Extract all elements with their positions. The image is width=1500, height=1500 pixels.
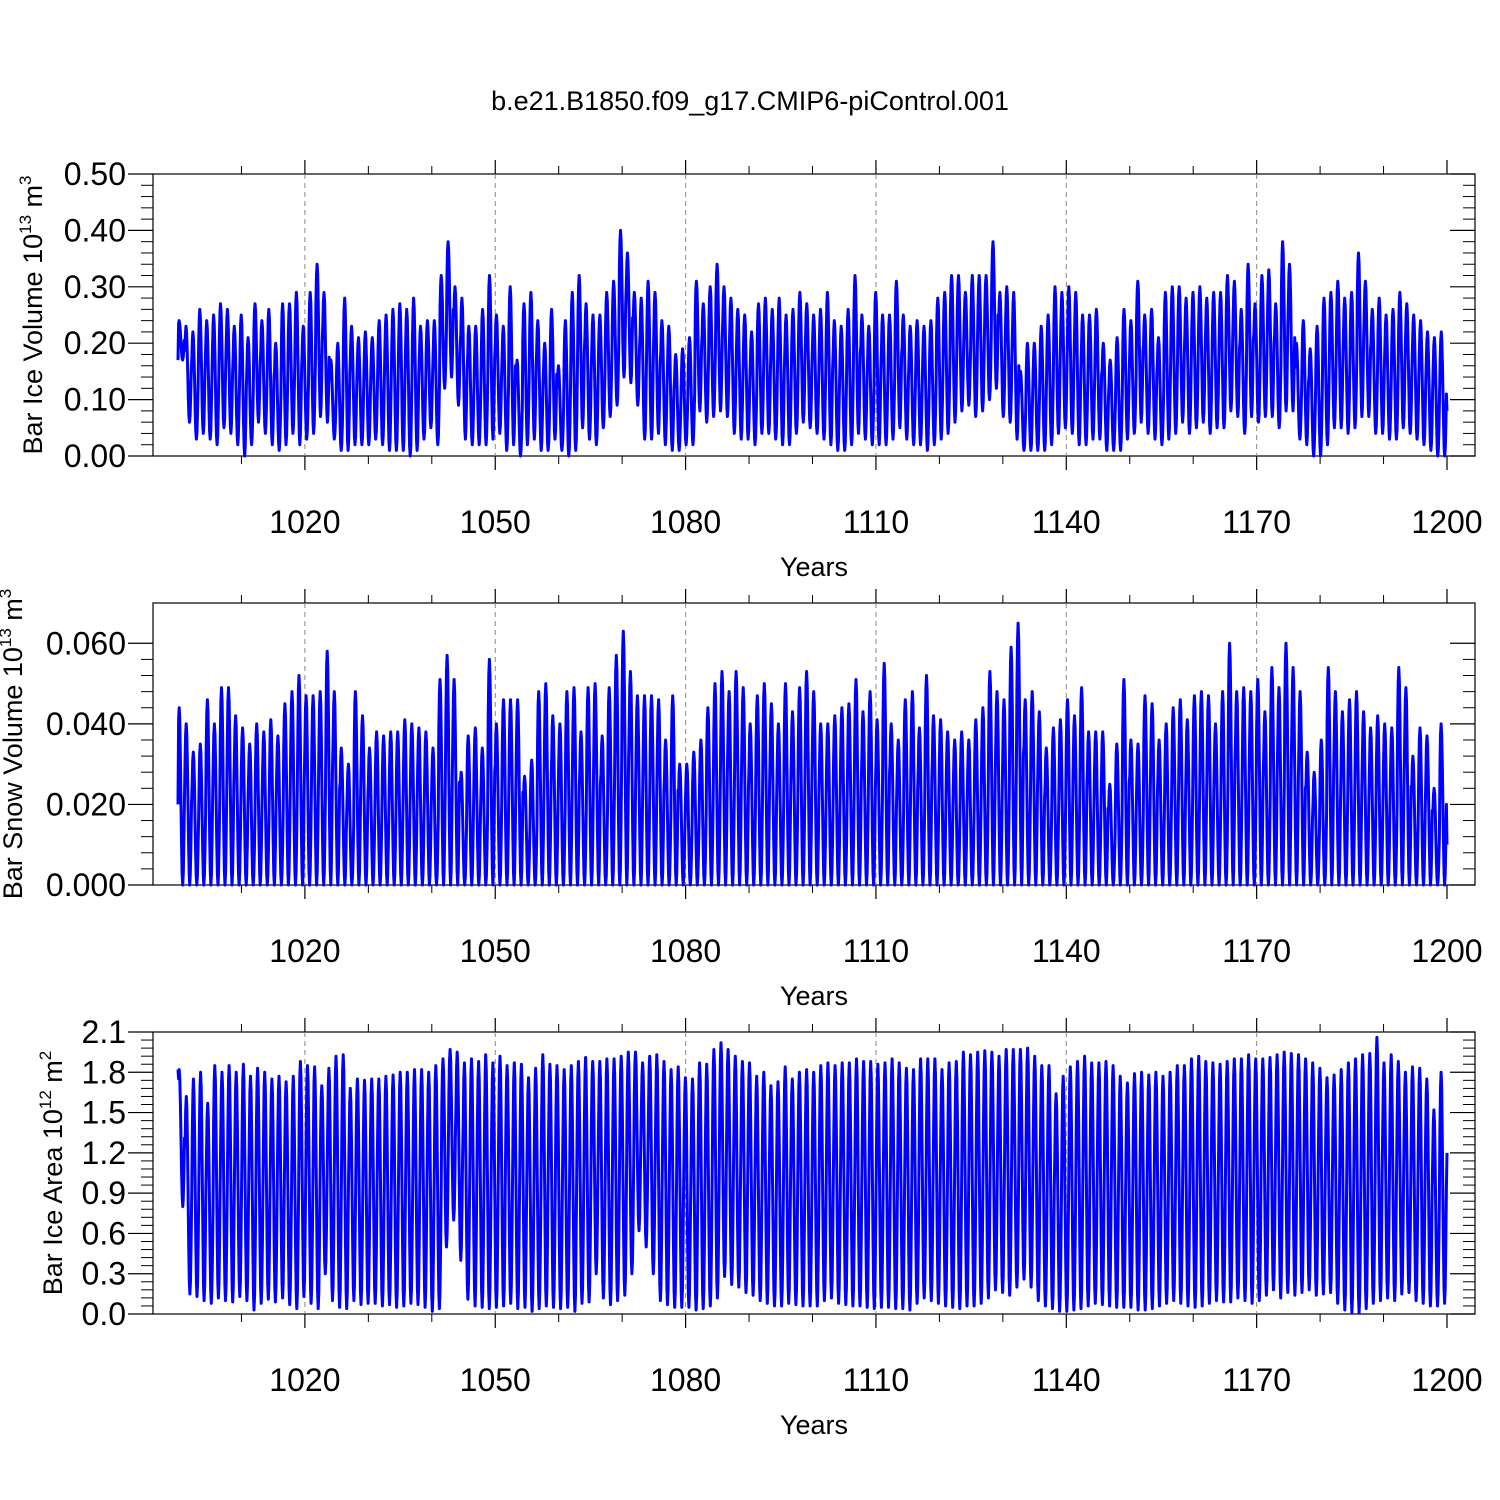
y-tick-label: 2.1	[82, 1014, 126, 1050]
y-tick-label: 0.30	[64, 269, 126, 305]
y-axis-label-unit-exp: 2	[36, 1051, 55, 1060]
x-tick-label: 1140	[1032, 504, 1101, 540]
y-axis-label-unit: m	[0, 598, 28, 628]
y-axis-label-exp: 12	[36, 1090, 55, 1109]
panel-snow-volume: 1020 1050 1080 1110 1140 1170 1200 0.000 0.020 0.…	[0, 589, 1483, 1011]
y-axis-label-exp: 13	[16, 215, 35, 234]
x-tick-label: 1140	[1032, 933, 1101, 969]
y-tick-label: 0.020	[46, 786, 126, 822]
x-axis-label: Years	[780, 552, 848, 582]
y-axis-label: Bar Ice Area 1012 m2	[36, 1051, 68, 1296]
x-tick-label: 1140	[1032, 1362, 1101, 1398]
x-axis-label: Years	[780, 981, 848, 1011]
y-axis-label-unit-exp: 3	[16, 175, 35, 184]
x-tick-label: 1080	[650, 933, 721, 969]
x-tick-label: 1170	[1222, 504, 1291, 540]
plot-frame	[152, 602, 1476, 886]
x-tick-label: 1200	[1411, 504, 1482, 540]
y-tick-label: 0.0	[82, 1296, 126, 1332]
series-line	[176, 621, 1449, 887]
y-axis-label-unit-exp: 3	[0, 589, 15, 598]
y-axis-label-base: Bar Snow Volume 10	[0, 647, 28, 899]
y-tick-label: 1.5	[82, 1095, 126, 1131]
series-line	[176, 1035, 1449, 1315]
panel-ice-volume: 1020 1050 1080 1110 1140 1170 1200 0.00 0.10 0.20…	[16, 156, 1483, 582]
x-tick-label: 1110	[843, 1362, 909, 1398]
x-tick-label: 1200	[1411, 933, 1482, 969]
y-tick-label: 0.040	[46, 706, 126, 742]
y-tick-label: 0.6	[82, 1215, 126, 1251]
figure-title: b.e21.B1850.f09_g17.CMIP6-piControl.001	[491, 86, 1009, 116]
y-tick-label: 0.50	[64, 156, 126, 192]
y-axis-label-exp: 13	[0, 628, 15, 647]
x-tick-label: 1110	[843, 933, 909, 969]
y-axis-label-unit: m	[38, 1060, 68, 1090]
y-tick-label: 1.8	[82, 1054, 126, 1090]
x-tick-label: 1080	[650, 1362, 721, 1398]
x-tick-label: 1170	[1222, 933, 1291, 969]
x-tick-label: 1050	[460, 504, 531, 540]
y-tick-label: 0.00	[64, 438, 126, 474]
y-axis-label: Bar Snow Volume 1013 m3	[0, 589, 28, 900]
y-tick-label: 0.9	[82, 1175, 126, 1211]
x-tick-label: 1110	[843, 504, 909, 540]
x-tick-label: 1170	[1222, 1362, 1291, 1398]
x-tick-label: 1020	[269, 1362, 340, 1398]
y-tick-label: 0.3	[82, 1256, 126, 1292]
y-axis-label-base: Bar Ice Area 10	[38, 1109, 68, 1295]
x-tick-label: 1200	[1411, 1362, 1482, 1398]
y-tick-label: 0.000	[46, 867, 126, 903]
y-tick-label: 0.40	[64, 212, 126, 248]
y-tick-label: 0.10	[64, 382, 126, 418]
plot-frame	[152, 173, 1476, 457]
x-tick-label: 1050	[460, 933, 531, 969]
y-tick-label: 0.20	[64, 325, 126, 361]
x-axis-label: Years	[780, 1410, 848, 1440]
x-tick-label: 1020	[269, 933, 340, 969]
y-axis-label: Bar Ice Volume 1013 m3	[16, 175, 48, 454]
plot-frame	[152, 1031, 1476, 1315]
x-tick-label: 1080	[650, 504, 721, 540]
series-line	[176, 228, 1449, 458]
panel-ice-area: 1020 1050 1080 1110 1140 1170 1200 0.0 0.3 0.6 0.9…	[36, 1014, 1483, 1440]
y-axis-label-base: Bar Ice Volume 10	[18, 234, 48, 455]
x-tick-label: 1050	[460, 1362, 531, 1398]
y-axis-label-unit: m	[18, 185, 48, 215]
y-tick-label: 1.2	[82, 1135, 126, 1171]
x-tick-label: 1020	[269, 504, 340, 540]
y-tick-label: 0.060	[46, 625, 126, 661]
